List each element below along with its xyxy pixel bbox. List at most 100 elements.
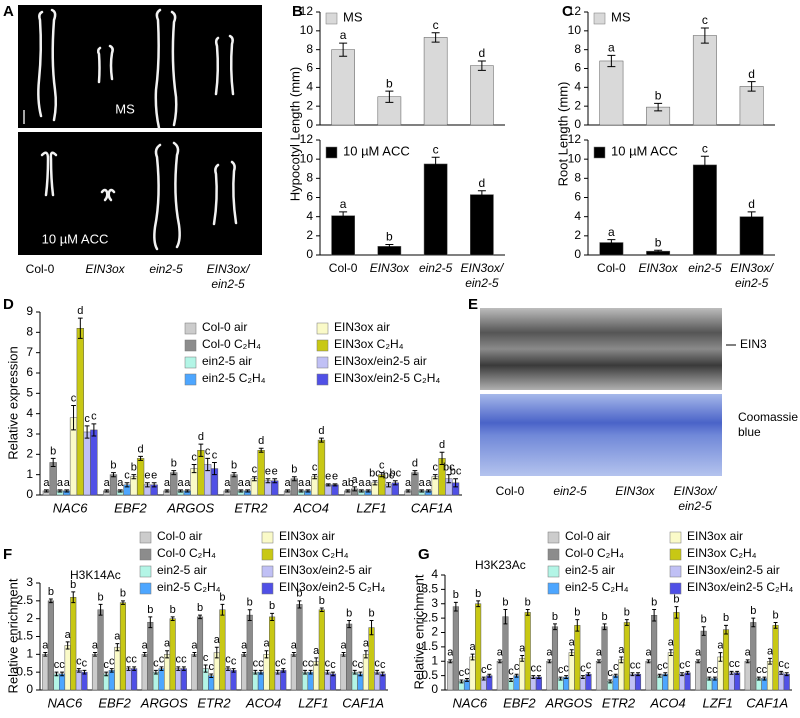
error-bar (325, 669, 330, 675)
error-bar (459, 679, 464, 684)
legend-label: EIN3ox air (687, 529, 743, 543)
bar (257, 671, 264, 691)
y-axis-label: Root Length (mm) (555, 82, 570, 187)
significance-letter: a (405, 477, 412, 489)
y-tick-label: 0 (26, 487, 33, 501)
error-bar (258, 669, 263, 675)
significance-letter: c (580, 663, 586, 675)
significance-letter: c (433, 18, 439, 32)
x-tick-label: EIN3ox (370, 261, 410, 275)
significance-letter: ab (342, 477, 354, 489)
bar (180, 668, 187, 691)
error-bar (358, 671, 363, 677)
significance-letter: b (624, 606, 630, 618)
bar (766, 661, 774, 691)
bar (125, 668, 132, 691)
legend-label: ein2-5 air (565, 563, 615, 577)
bar (623, 622, 630, 691)
error-bar (308, 669, 313, 675)
error-bar (209, 673, 214, 679)
legend-swatch (316, 373, 329, 386)
significance-letter: c (374, 657, 380, 669)
significance-letter: c (712, 664, 718, 676)
significance-letter: c (702, 13, 708, 27)
error-bar (369, 619, 374, 636)
significance-letter: a (569, 637, 576, 649)
error-bar (745, 659, 750, 664)
y-tick-label: 12 (300, 132, 314, 146)
error-bar (652, 609, 657, 622)
legend-label: ein2-5 air (202, 354, 252, 368)
error-bar (50, 457, 56, 468)
bar (152, 671, 159, 691)
bar (574, 625, 581, 691)
bar (535, 676, 542, 691)
bar (351, 671, 358, 691)
error-bar (153, 669, 158, 675)
error-bar (270, 612, 275, 621)
error-bar (729, 670, 734, 675)
legend-label: 10 µM ACC (343, 143, 410, 158)
bar (475, 603, 482, 691)
bar (246, 614, 253, 691)
legend-swatch (547, 582, 560, 595)
significance-letter: a (596, 647, 603, 659)
legend-label: Col-0 C₂H₄ (202, 337, 261, 351)
bar (301, 671, 309, 691)
significance-letter: bc (450, 466, 462, 478)
error-bar (312, 474, 318, 480)
bar (629, 673, 636, 691)
error-bar (465, 678, 469, 682)
significance-letter: c (432, 462, 438, 474)
error-bar (520, 655, 525, 662)
bar (224, 668, 232, 691)
bar (170, 472, 178, 496)
significance-letter: b (502, 596, 508, 608)
significance-letter: c (358, 659, 364, 671)
significance-letter: c (784, 660, 790, 672)
error-bar (231, 668, 236, 673)
panel-letter: B (292, 3, 303, 20)
error-bar (575, 619, 580, 632)
significance-letter: b (231, 460, 237, 472)
significance-letter: a (745, 647, 752, 659)
panel-letter: F (3, 546, 12, 563)
bar (324, 671, 331, 691)
error-bar (109, 668, 114, 673)
legend-swatch (316, 339, 329, 352)
error-bar (191, 464, 197, 474)
bar (141, 654, 148, 691)
error-bar (44, 489, 49, 493)
error-bar (352, 669, 357, 675)
y-tick-label: 3.5 (421, 582, 438, 596)
seedling-photo (18, 5, 262, 255)
bar (645, 661, 652, 691)
legend-swatch (669, 582, 682, 595)
significance-letter: b (525, 596, 531, 608)
legend-swatch (547, 548, 560, 561)
error-bar (117, 489, 123, 493)
bar (329, 673, 337, 691)
bar (692, 35, 717, 126)
error-bar (258, 447, 264, 453)
bar (634, 673, 642, 691)
significance-letter: d (748, 67, 755, 81)
legend-swatch (547, 565, 560, 578)
bar (656, 675, 663, 691)
error-bar (145, 482, 150, 488)
legend-label: EIN3ox C₂H₄ (334, 337, 404, 351)
error-bar (426, 489, 431, 493)
significance-letter: c (464, 665, 470, 677)
significance-letter: c (330, 659, 336, 671)
y-tick-label: 3 (431, 596, 438, 610)
error-bar (569, 649, 574, 656)
x-tick-label: ACO4 (293, 500, 329, 515)
error-bar (184, 489, 190, 493)
significance-letter: c (607, 667, 613, 679)
legend-label: EIN3ox/ein2-5 C₂H₄ (279, 580, 385, 594)
bar (667, 652, 674, 691)
y-tick-label: 5 (26, 386, 33, 400)
error-bar (253, 669, 258, 675)
error-bar (630, 672, 635, 677)
error-bar (341, 652, 346, 657)
